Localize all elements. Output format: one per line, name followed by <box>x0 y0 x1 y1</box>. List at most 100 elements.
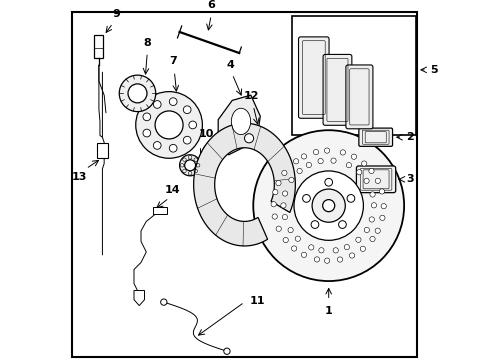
Circle shape <box>370 203 376 208</box>
Circle shape <box>337 257 342 262</box>
Text: 8: 8 <box>143 38 151 48</box>
Text: 7: 7 <box>169 57 177 66</box>
Circle shape <box>153 100 161 108</box>
Text: 10: 10 <box>198 129 213 139</box>
Circle shape <box>311 189 345 222</box>
Circle shape <box>153 141 161 149</box>
Circle shape <box>281 170 286 176</box>
Circle shape <box>272 189 277 195</box>
Polygon shape <box>193 123 295 246</box>
Text: 3: 3 <box>405 174 413 184</box>
Circle shape <box>282 215 287 220</box>
Circle shape <box>340 150 345 155</box>
Circle shape <box>301 154 306 159</box>
Circle shape <box>314 257 319 262</box>
Circle shape <box>287 228 293 233</box>
Circle shape <box>369 192 374 197</box>
Bar <box>97 143 107 158</box>
Circle shape <box>224 348 230 354</box>
Circle shape <box>349 253 354 258</box>
Circle shape <box>119 75 155 112</box>
Circle shape <box>380 203 386 209</box>
Circle shape <box>183 136 191 144</box>
Circle shape <box>305 162 311 167</box>
Circle shape <box>363 178 368 184</box>
Circle shape <box>364 227 369 233</box>
Circle shape <box>295 236 300 241</box>
Bar <box>94 36 103 58</box>
Circle shape <box>142 113 150 121</box>
Circle shape <box>183 106 191 114</box>
Circle shape <box>179 155 200 176</box>
Circle shape <box>356 170 361 175</box>
Circle shape <box>188 121 196 129</box>
Circle shape <box>296 168 302 174</box>
Bar <box>291 16 416 135</box>
Circle shape <box>253 130 403 281</box>
Circle shape <box>244 134 253 143</box>
Text: 1: 1 <box>324 306 332 316</box>
Polygon shape <box>134 291 144 306</box>
Circle shape <box>184 160 195 171</box>
Text: 6: 6 <box>207 0 215 10</box>
FancyBboxPatch shape <box>298 37 328 118</box>
Circle shape <box>275 180 281 186</box>
FancyBboxPatch shape <box>358 128 392 147</box>
FancyBboxPatch shape <box>323 54 351 125</box>
Circle shape <box>330 158 335 163</box>
Text: 11: 11 <box>249 296 264 306</box>
Circle shape <box>288 177 293 183</box>
Circle shape <box>379 215 384 220</box>
Circle shape <box>346 194 354 202</box>
Text: 5: 5 <box>429 65 436 75</box>
Text: 2: 2 <box>405 132 413 142</box>
Circle shape <box>291 246 296 251</box>
Circle shape <box>374 178 380 184</box>
Circle shape <box>368 168 373 174</box>
Circle shape <box>155 111 183 139</box>
Circle shape <box>270 202 276 207</box>
Circle shape <box>344 244 349 250</box>
Ellipse shape <box>231 108 250 135</box>
Circle shape <box>368 217 374 222</box>
Circle shape <box>324 148 329 153</box>
Bar <box>152 207 167 215</box>
Circle shape <box>271 214 277 219</box>
Circle shape <box>302 194 310 202</box>
Circle shape <box>142 129 150 137</box>
Circle shape <box>361 161 366 166</box>
Circle shape <box>293 171 363 240</box>
Circle shape <box>346 162 351 168</box>
Circle shape <box>332 248 338 253</box>
Circle shape <box>169 98 177 105</box>
Circle shape <box>379 189 384 194</box>
Circle shape <box>310 221 318 228</box>
FancyBboxPatch shape <box>345 65 372 129</box>
Circle shape <box>280 203 285 208</box>
Circle shape <box>169 144 177 152</box>
Circle shape <box>324 179 332 186</box>
Circle shape <box>313 149 318 155</box>
Circle shape <box>276 226 281 231</box>
Circle shape <box>324 258 329 263</box>
Circle shape <box>318 248 324 253</box>
FancyBboxPatch shape <box>356 166 395 193</box>
Circle shape <box>317 158 323 164</box>
Text: 4: 4 <box>226 59 234 69</box>
Text: 13: 13 <box>72 172 87 181</box>
Circle shape <box>293 159 298 164</box>
Circle shape <box>374 228 380 233</box>
Circle shape <box>283 237 288 243</box>
Circle shape <box>282 191 287 196</box>
Circle shape <box>355 237 360 242</box>
Circle shape <box>360 246 365 251</box>
Circle shape <box>136 91 202 158</box>
Circle shape <box>322 199 334 212</box>
Circle shape <box>338 221 346 228</box>
Text: 12: 12 <box>244 91 259 101</box>
Polygon shape <box>218 95 260 155</box>
Circle shape <box>350 154 356 159</box>
Text: 9: 9 <box>112 9 120 19</box>
Circle shape <box>161 299 166 305</box>
Circle shape <box>128 84 147 103</box>
